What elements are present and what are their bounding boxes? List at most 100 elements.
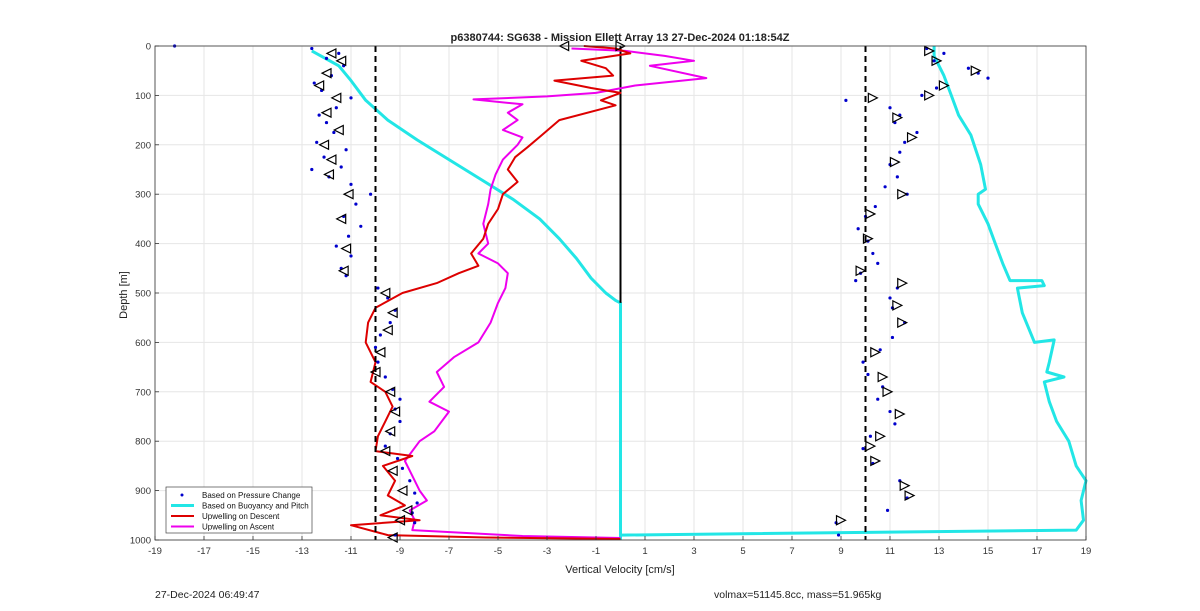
pressure-point — [413, 491, 417, 495]
pressure-point — [878, 348, 882, 352]
ascent-triangle-marker — [931, 55, 943, 67]
ascent-triangle-marker — [897, 188, 909, 200]
pressure-point — [876, 261, 880, 265]
pressure-point — [836, 533, 841, 537]
descent-triangle-marker — [335, 213, 347, 225]
ascent-triangle-marker — [897, 317, 909, 329]
x-tick-label: 3 — [691, 546, 696, 557]
y-tick-label: 400 — [135, 239, 151, 250]
y-tick-label: 100 — [135, 91, 151, 102]
pressure-point — [868, 434, 873, 438]
pressure-point — [888, 296, 892, 300]
x-tick-label: 15 — [983, 546, 994, 557]
x-tick-label: 13 — [934, 546, 945, 557]
pressure-point — [861, 447, 865, 451]
x-tick-label: -15 — [246, 546, 260, 557]
descent-triangle-marker — [379, 287, 391, 299]
pressure-point — [383, 375, 387, 379]
pressure-point — [866, 372, 870, 377]
descent-triangle-marker — [340, 243, 352, 255]
y-tick-label: 600 — [135, 338, 151, 349]
axes-box — [154, 45, 1087, 541]
pressure-point — [349, 96, 353, 100]
legend: Based on Pressure Change Based on Buoyanc… — [165, 486, 313, 534]
plot-area — [173, 40, 1088, 544]
pressure-point — [324, 120, 329, 125]
x-tick-label: 5 — [740, 546, 745, 557]
legend-label: Upwelling on Ascent — [202, 523, 275, 532]
descent-triangle-marker — [384, 386, 396, 398]
descent-triangle-marker — [401, 504, 413, 516]
pressure-point — [334, 244, 338, 248]
x-tick-label: 11 — [885, 546, 895, 557]
pressure-point — [398, 397, 402, 401]
legend-box — [165, 486, 313, 534]
pressure-point — [883, 185, 887, 189]
descent-triangle-marker — [379, 445, 391, 457]
legend-swatch — [180, 493, 184, 497]
descent-triangle-marker — [369, 366, 381, 378]
pressure-point — [844, 98, 848, 102]
pressure-point — [888, 409, 892, 414]
descent-triangle-marker — [330, 92, 342, 104]
descent-triangle-marker — [389, 406, 401, 418]
descent-triangle-marker — [320, 67, 332, 79]
x-tick-label: 17 — [1032, 546, 1043, 557]
descent-triangle-marker — [386, 307, 398, 319]
pressure-point — [898, 150, 902, 154]
pressure-point — [915, 130, 919, 135]
pressure-point — [932, 59, 936, 63]
ascent-triangle-marker — [862, 233, 874, 245]
pressure-point — [885, 508, 890, 512]
pressure-point — [871, 251, 875, 256]
ascent-triangle-marker — [889, 156, 901, 168]
pressure-point — [903, 140, 907, 144]
legend-label: Upwelling on Descent — [202, 512, 280, 521]
buoyancy-ascent-line — [619, 46, 1088, 540]
x-tick-label: 7 — [789, 546, 794, 557]
footer-volmax-mass: volmax=51145.8cc, mass=51.965kg — [714, 589, 882, 601]
pressure-point — [317, 113, 321, 117]
pressure-point — [349, 182, 353, 186]
pressure-point — [873, 204, 877, 209]
ascent-triangle-marker — [924, 45, 936, 57]
pressure-point — [339, 165, 343, 169]
upwelling-descent-line — [350, 45, 632, 540]
ascent-triangle-marker — [867, 92, 879, 104]
descent-triangle-marker — [381, 324, 393, 336]
ascent-triangle-marker — [865, 208, 877, 220]
buoyancy-descent-line — [311, 49, 622, 540]
y-tick-labels: 0 100 200 300 400 500 600 700 800 900 1000 — [130, 42, 151, 547]
pressure-point — [888, 106, 892, 110]
x-axis-label: Vertical Velocity [cm/s] — [565, 564, 674, 576]
descent-triangle-marker — [335, 55, 347, 67]
pressure-point — [934, 86, 939, 90]
y-tick-label: 800 — [135, 437, 151, 448]
descent-triangle-marker — [320, 107, 332, 119]
y-tick-label: 700 — [135, 387, 151, 398]
ascent-triangle-marker — [870, 455, 882, 467]
x-tick-label: -1 — [592, 546, 600, 557]
pressure-point — [893, 422, 897, 426]
ascent-triangle-marker — [855, 265, 867, 277]
y-tick-label: 1000 — [130, 536, 151, 547]
descent-triangle-marker — [318, 139, 330, 151]
pressure-point — [388, 321, 392, 325]
x-tick-label: -9 — [396, 546, 404, 557]
pressure-point — [861, 360, 865, 364]
descent-triangle-marker — [394, 514, 406, 526]
x-tick-label: -3 — [543, 546, 551, 557]
pressure-point — [966, 66, 971, 70]
ascent-triangle-marker — [906, 131, 918, 143]
x-tick-label: -17 — [197, 546, 211, 557]
pressure-point — [337, 51, 341, 56]
descent-triangle-marker — [313, 80, 325, 91]
x-tick-label: -7 — [445, 546, 453, 557]
ascent-triangle-marker — [875, 430, 887, 442]
ascent-triangle-marker — [897, 277, 909, 289]
descent-triangle-marker — [337, 265, 349, 277]
y-tick-label: 900 — [135, 486, 151, 497]
descent-triangle-marker — [396, 485, 408, 497]
ascent-triangle-marker — [882, 386, 894, 398]
